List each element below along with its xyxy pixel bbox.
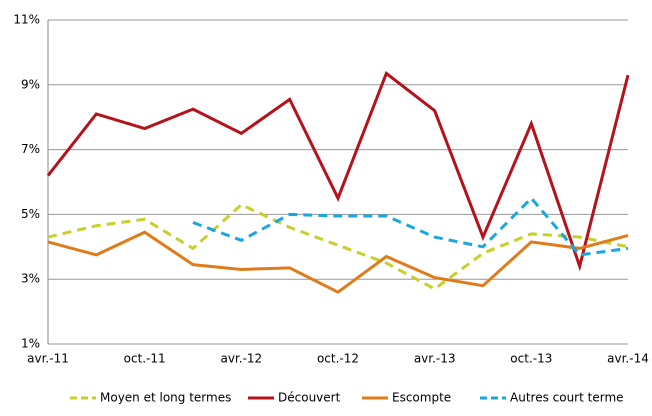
x-tick-label: oct.-13 [510, 352, 552, 366]
legend-label: Moyen et long termes [100, 391, 231, 405]
x-tick-label: avr.-11 [27, 352, 69, 366]
series-line [47, 230, 629, 294]
x-tick-label: oct.-12 [317, 352, 359, 366]
x-tick-label: avr.-13 [414, 352, 456, 366]
legend-label: Escompte [392, 391, 451, 405]
y-tick-label: 1% [21, 337, 40, 351]
series-line [46, 71, 630, 272]
y-tick-label: 9% [21, 77, 40, 91]
series-line [47, 202, 629, 291]
x-tick-label: avr.-12 [220, 352, 262, 366]
y-tick-label: 5% [21, 207, 40, 221]
y-tick-label: 7% [21, 142, 40, 156]
x-tick-label: oct.-11 [124, 352, 166, 366]
series-line [192, 195, 629, 257]
legend-label: Autres court terme [510, 391, 624, 405]
legend-label: Découvert [278, 391, 341, 405]
y-tick-label: 3% [21, 272, 40, 286]
y-tick-label: 11% [13, 13, 40, 27]
x-tick-label: avr.-14 [607, 352, 649, 366]
